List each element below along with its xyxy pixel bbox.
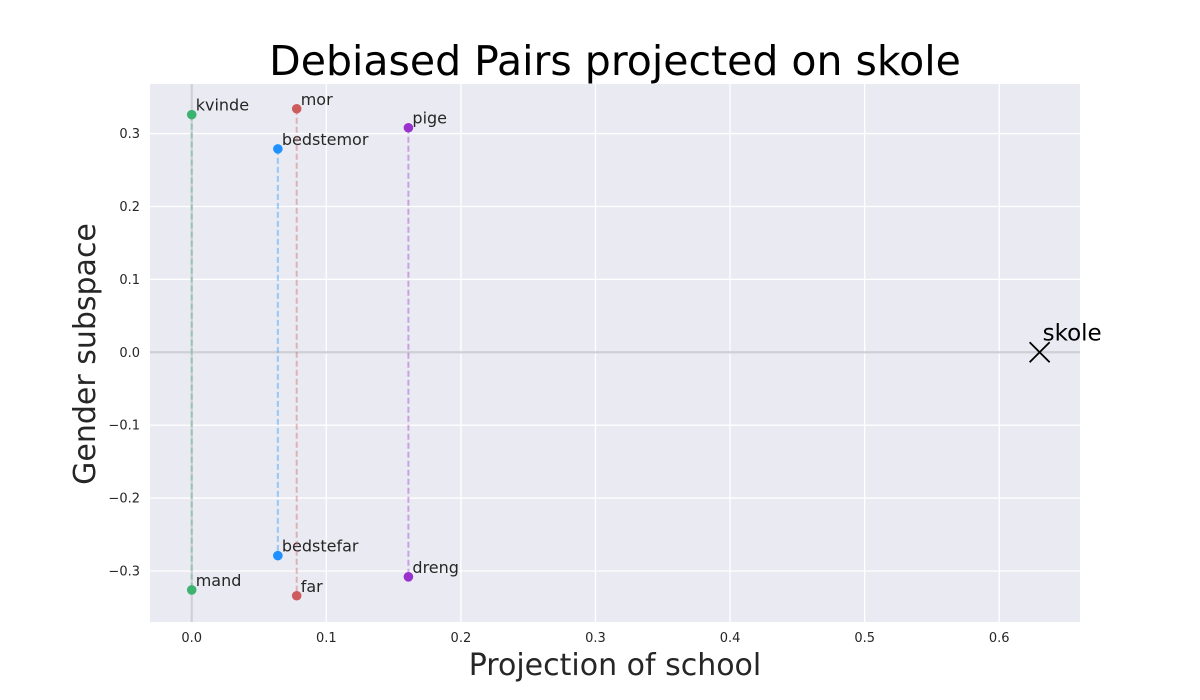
y-tick-label: 0.2 <box>119 200 140 215</box>
grid <box>150 84 1080 622</box>
point-label-far: far <box>301 577 323 596</box>
point-label-mand: mand <box>196 571 242 590</box>
y-tick-label: −0.1 <box>108 419 140 434</box>
target-label: skole <box>1043 320 1102 346</box>
point-bedstemor <box>273 144 283 154</box>
point-bedstefar <box>273 550 283 561</box>
point-label-bedstefar: bedstefar <box>282 537 359 556</box>
x-tick-label: 0.1 <box>316 631 337 646</box>
point-mand <box>186 585 197 595</box>
y-axis-label: Gender subspace <box>68 223 103 485</box>
target: skole <box>1028 320 1102 363</box>
x-tick-label: 0.3 <box>585 631 606 646</box>
chart-title: Debiased Pairs projected on skole <box>269 37 961 85</box>
x-tick-label: 0.4 <box>720 631 741 646</box>
ticks: 0.0 0.1 0.2 0.3 0.4 0.5 0.6 −0.3 −0.2 −0.1 0.0 0.1 0… <box>108 127 1009 646</box>
y-tick-label: 0.0 <box>119 346 140 361</box>
y-tick-label: 0.3 <box>119 127 140 142</box>
point-far <box>291 590 302 601</box>
point-label-pige: pige <box>412 109 447 128</box>
point-label-dreng: dreng <box>412 558 459 577</box>
point-dreng <box>403 572 414 582</box>
point-kvinde <box>186 109 197 120</box>
y-tick-label: −0.3 <box>108 564 140 579</box>
y-tick-label: 0.1 <box>119 273 140 288</box>
x-tick-label: 0.5 <box>854 631 875 646</box>
point-mor <box>291 103 302 114</box>
point-label-mor: mor <box>301 90 333 109</box>
point-label-kvinde: kvinde <box>196 96 249 115</box>
x-tick-label: 0.2 <box>451 631 472 646</box>
pairs: kvinde mand bedstemor bedstefar mor far pige dr… <box>186 90 459 601</box>
y-tick-label: −0.2 <box>108 492 140 507</box>
point-pige <box>403 122 414 133</box>
target-marker <box>1028 341 1051 363</box>
x-tick-label: 0.0 <box>181 631 202 646</box>
x-axis-label: Projection of school <box>469 648 762 683</box>
x-tick-label: 0.6 <box>989 631 1010 646</box>
point-label-bedstemor: bedstemor <box>282 130 369 149</box>
